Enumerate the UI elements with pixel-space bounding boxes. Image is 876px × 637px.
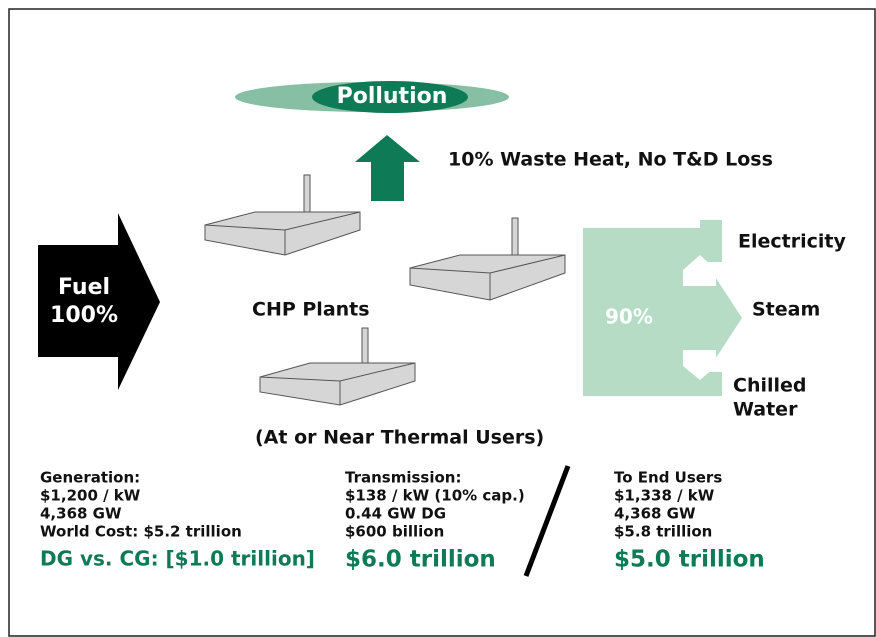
column-line: 4,368 GW xyxy=(614,505,696,523)
column-line: Transmission: xyxy=(345,469,461,487)
plant xyxy=(259,327,416,406)
output-target: Chilled xyxy=(733,375,807,397)
column-total: DG vs. CG: [$1.0 trillion] xyxy=(40,547,315,571)
plant xyxy=(204,174,361,256)
waste-heat-label: 10% Waste Heat, No T&D Loss xyxy=(448,149,773,171)
column-line: $1,338 / kW xyxy=(614,487,715,505)
column-line: $1,200 / kW xyxy=(40,487,141,505)
column-line: $5.8 trillion xyxy=(614,523,712,541)
cloud-label: Pollution xyxy=(337,84,448,109)
column-total: $5.0 trillion xyxy=(614,547,765,573)
output-target: Steam xyxy=(752,299,820,321)
divider xyxy=(523,465,571,577)
pollution-arrow xyxy=(355,135,420,201)
cloud-inner xyxy=(312,81,468,113)
notch xyxy=(683,350,716,380)
fuel-line: 100% xyxy=(50,303,118,328)
fuel-arrow xyxy=(38,213,160,390)
fuel-line: Fuel xyxy=(58,275,110,300)
plants-label: CHP Plants xyxy=(252,299,370,321)
column-line: $600 billion xyxy=(345,523,444,541)
plant xyxy=(409,217,566,301)
column-total: $6.0 trillion xyxy=(345,547,496,573)
notch xyxy=(683,255,716,286)
column-line: $138 / kW (10% cap.) xyxy=(345,487,525,505)
column-line: 0.44 GW DG xyxy=(345,505,446,523)
column-line: World Cost: $5.2 trillion xyxy=(40,523,242,541)
output-percent: 90% xyxy=(605,305,653,329)
output-target: Water xyxy=(733,399,798,421)
plants-note: (At or Near Thermal Users) xyxy=(255,427,544,449)
output-target: Electricity xyxy=(738,231,846,253)
column-line: To End Users xyxy=(614,469,722,487)
column-line: Generation: xyxy=(40,469,140,487)
column-line: 4,368 GW xyxy=(40,505,122,523)
